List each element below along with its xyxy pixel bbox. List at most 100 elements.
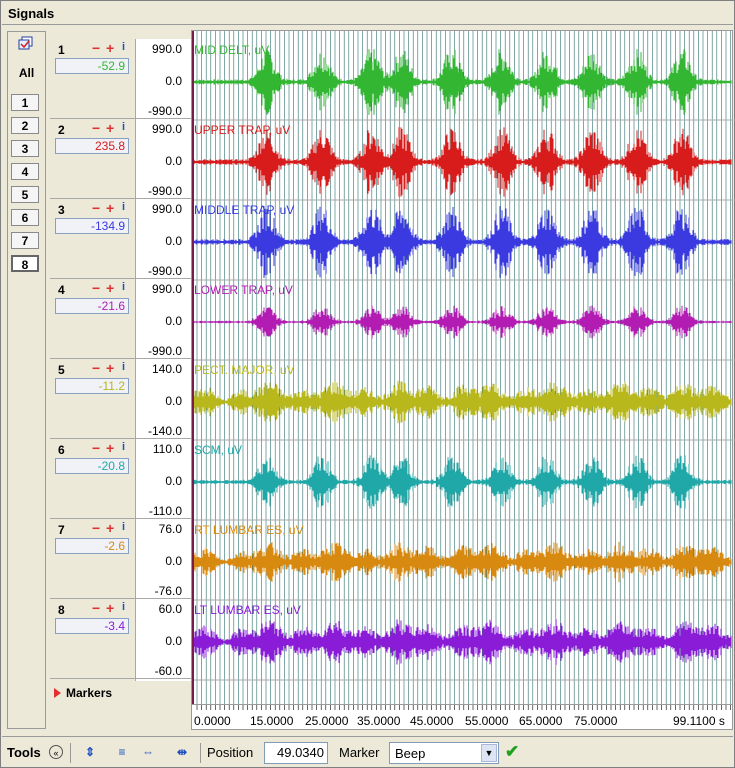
channel-row-3: 3 − + i -134.9 990.0 0.0 -990.0 — [50, 199, 191, 279]
increase-scale-icon[interactable]: + — [106, 600, 115, 616]
marker-select[interactable]: Beep ▼ — [389, 742, 499, 764]
scale-min: -990.0 — [147, 264, 182, 278]
zoom-horizontal-icon[interactable]: ⇔ — [142, 745, 154, 759]
channel-row-5: 5 − + i -11.2 140.0 0.0 -140.0 — [50, 359, 191, 439]
channel-button-3[interactable]: 3 — [11, 140, 39, 157]
increase-scale-icon[interactable]: + — [106, 360, 115, 376]
channel-selector: All 1 2 3 4 5 6 7 8 — [7, 31, 46, 729]
signal-plot-area[interactable]: MID DELT, uV UPPER TRAP, uV MIDDLE TRAP, u… — [191, 30, 733, 706]
channel-label-7: RT LUMBAR ES, uV — [194, 523, 304, 537]
decrease-scale-icon[interactable]: − — [92, 520, 101, 536]
decrease-scale-icon[interactable]: − — [92, 280, 101, 296]
fit-horizontal-icon[interactable]: ⇹ — [176, 745, 188, 759]
scale-mid: 0.0 — [165, 554, 182, 568]
info-icon[interactable]: i — [122, 441, 126, 453]
channel-number: 8 — [58, 603, 65, 617]
channel-button-5[interactable]: 5 — [11, 186, 39, 203]
channel-label-2: UPPER TRAP, uV — [194, 123, 290, 137]
x-tick-label: 35.0000 — [357, 714, 401, 728]
info-icon[interactable]: i — [122, 41, 126, 53]
decrease-scale-icon[interactable]: − — [92, 360, 101, 376]
scale-max: 140.0 — [151, 362, 182, 376]
channel-button-7[interactable]: 7 — [11, 232, 39, 249]
checkmark-icon[interactable]: ✔ — [505, 742, 520, 761]
info-icon[interactable]: i — [122, 281, 126, 293]
channel-row-4: 4 − + i -21.6 990.0 0.0 -990.0 — [50, 279, 191, 359]
info-icon[interactable]: i — [122, 201, 126, 213]
scale-min: -60.0 — [154, 664, 182, 678]
channel-button-6[interactable]: 6 — [11, 209, 39, 226]
channel-row-8: 8 − + i -3.4 60.0 0.0 -60.0 — [50, 599, 191, 679]
decrease-scale-icon[interactable]: − — [92, 200, 101, 216]
decrease-scale-icon[interactable]: − — [92, 600, 101, 616]
chevron-down-icon[interactable]: ▼ — [481, 744, 497, 762]
scale-mid: 0.0 — [165, 154, 182, 168]
channel-row-2: 2 − + i 235.8 990.0 0.0 -990.0 — [50, 119, 191, 199]
channel-value: -11.2 — [55, 378, 129, 394]
x-tick-label: 75.0000 — [574, 714, 618, 728]
increase-scale-icon[interactable]: + — [106, 440, 115, 456]
marker-select-value: Beep — [395, 746, 426, 761]
info-icon[interactable]: i — [122, 361, 126, 373]
scale-mid: 0.0 — [165, 74, 182, 88]
channel-number: 1 — [58, 43, 65, 57]
scale-max: 60.0 — [158, 602, 182, 616]
channel-label-6: SCM, uV — [194, 443, 242, 457]
signal-trace-4 — [192, 305, 732, 339]
channel-number: 7 — [58, 523, 65, 537]
markers-label: Markers — [66, 686, 113, 700]
increase-scale-icon[interactable]: + — [106, 520, 115, 536]
info-icon[interactable]: i — [122, 521, 126, 533]
all-channels-button[interactable]: All — [18, 66, 35, 80]
scale-max: 990.0 — [151, 122, 182, 136]
collapse-icon[interactable]: « — [49, 745, 63, 759]
decrease-scale-icon[interactable]: − — [92, 440, 101, 456]
scale-max: 990.0 — [151, 282, 182, 296]
scale-mid: 0.0 — [165, 394, 182, 408]
scale-max: 990.0 — [151, 202, 182, 216]
x-tick-label: 25.0000 — [305, 714, 349, 728]
channel-label-4: LOWER TRAP, uV — [194, 283, 293, 297]
scale-min: -76.0 — [154, 584, 182, 598]
x-tick-label: 65.0000 — [519, 714, 563, 728]
scale-min: -110.0 — [148, 504, 182, 518]
signal-plot-svg: MID DELT, uV UPPER TRAP, uV MIDDLE TRAP, u… — [192, 31, 732, 705]
x-tick-label: 0.0000 — [194, 714, 231, 728]
signal-trace-3 — [192, 206, 732, 278]
increase-scale-icon[interactable]: + — [106, 200, 115, 216]
expand-triangle-icon[interactable] — [54, 688, 61, 698]
channel-value: -21.6 — [55, 298, 129, 314]
scale-max: 110.0 — [152, 442, 182, 456]
signal-trace-7 — [192, 541, 732, 583]
x-tick-label: 55.0000 — [465, 714, 509, 728]
scale-max: 76.0 — [158, 522, 182, 536]
channel-value: -20.8 — [55, 458, 129, 474]
channel-button-1[interactable]: 1 — [11, 94, 39, 111]
signal-trace-6 — [192, 455, 732, 509]
increase-scale-icon[interactable]: + — [106, 120, 115, 136]
increase-scale-icon[interactable]: + — [106, 280, 115, 296]
channel-button-2[interactable]: 2 — [11, 117, 39, 134]
position-input[interactable]: 49.0340 — [264, 742, 328, 764]
channel-label-3: MIDDLE TRAP, uV — [194, 203, 294, 217]
scale-mid: 0.0 — [165, 234, 182, 248]
fit-vertical-icon[interactable]: ≡ — [118, 745, 126, 759]
decrease-scale-icon[interactable]: − — [92, 40, 101, 56]
info-icon[interactable]: i — [122, 601, 126, 613]
channel-button-8[interactable]: 8 — [11, 255, 39, 272]
channel-number: 2 — [58, 123, 65, 137]
channel-row-1: 1 − + i -52.9 990.0 0.0 -990.0 — [50, 39, 191, 119]
markers-row[interactable]: Markers — [50, 682, 191, 704]
decrease-scale-icon[interactable]: − — [92, 120, 101, 136]
bottom-toolbar: Tools « ⇕ ≡ ⇔ ⇹ Position 49.0340 Marker … — [2, 736, 733, 767]
layers-icon[interactable] — [17, 36, 35, 52]
zoom-vertical-icon[interactable]: ⇕ — [84, 745, 96, 759]
channel-button-4[interactable]: 4 — [11, 163, 39, 180]
signal-trace-2 — [192, 127, 732, 197]
marker-label: Marker — [339, 745, 380, 760]
scale-min: -990.0 — [147, 184, 182, 198]
info-icon[interactable]: i — [122, 121, 126, 133]
scale-max: 990.0 — [151, 42, 182, 56]
increase-scale-icon[interactable]: + — [106, 40, 115, 56]
